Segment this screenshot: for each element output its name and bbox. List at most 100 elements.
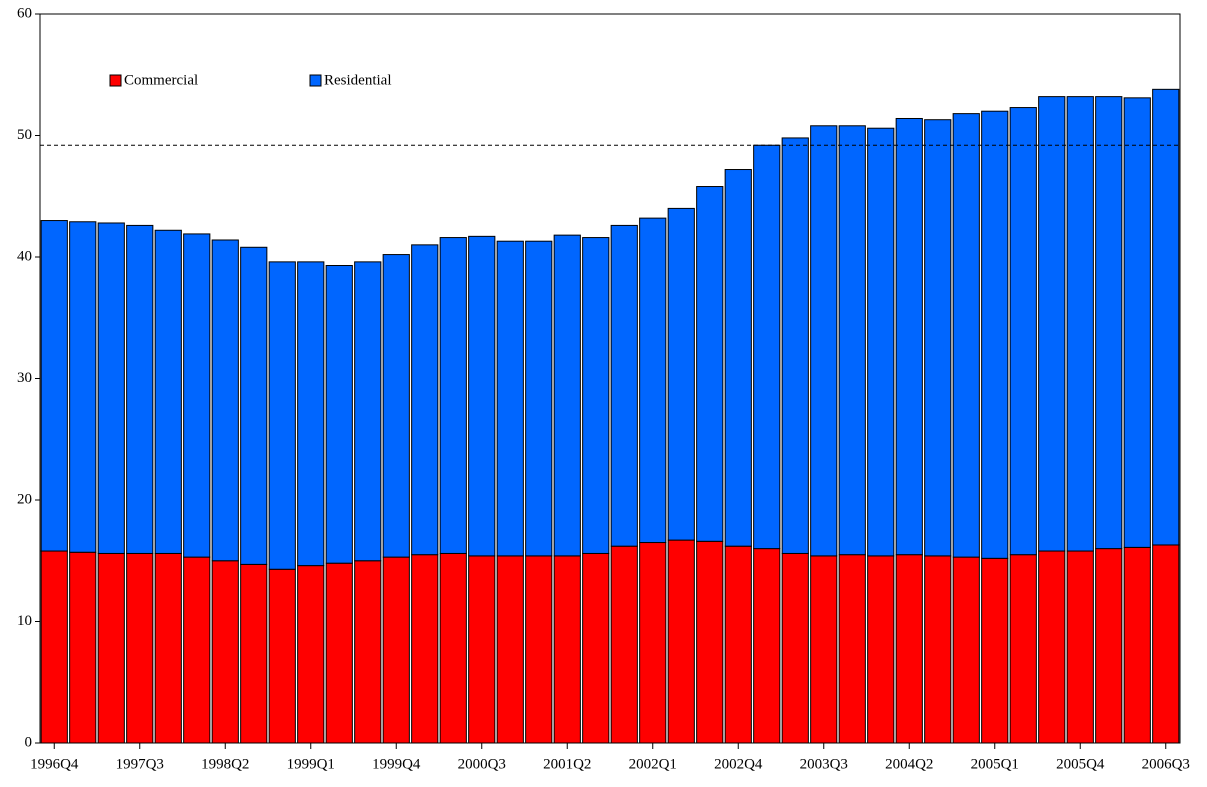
bar-segment bbox=[981, 557, 1009, 744]
legend-swatch bbox=[109, 74, 122, 87]
bar-segment bbox=[895, 117, 923, 556]
bar-segment bbox=[154, 229, 182, 554]
bar-segment bbox=[382, 556, 410, 744]
bar-segment bbox=[525, 240, 553, 557]
bar-segment bbox=[183, 233, 211, 558]
bar-segment bbox=[496, 240, 524, 557]
bar-segment bbox=[439, 552, 467, 744]
bar-segment bbox=[382, 254, 410, 558]
bar-segment bbox=[468, 235, 496, 557]
bar-segment bbox=[1066, 550, 1094, 744]
bar-segment bbox=[696, 540, 724, 744]
bar-segment bbox=[781, 137, 809, 554]
bar-segment bbox=[126, 224, 154, 554]
x-tick-label: 1998Q2 bbox=[201, 756, 249, 772]
bar-segment bbox=[582, 552, 610, 744]
bar-segment bbox=[724, 545, 752, 744]
bar-segment bbox=[952, 113, 980, 558]
bar-segment bbox=[553, 234, 581, 557]
bar-segment bbox=[1038, 96, 1066, 552]
bar-segment bbox=[268, 568, 296, 744]
bar-segment bbox=[810, 555, 838, 744]
x-tick-label: 1999Q1 bbox=[287, 756, 335, 772]
y-tick-label: 50 bbox=[17, 127, 32, 143]
bar-segment bbox=[753, 144, 781, 550]
bar-segment bbox=[240, 563, 268, 744]
x-tick-label: 2003Q3 bbox=[800, 756, 848, 772]
bar-segment bbox=[354, 560, 382, 744]
bar-segment bbox=[867, 127, 895, 557]
bar-segment bbox=[895, 554, 923, 744]
y-tick-label: 0 bbox=[25, 734, 33, 750]
x-tick-label: 2004Q2 bbox=[885, 756, 933, 772]
bar-segment bbox=[838, 125, 866, 556]
x-tick-label: 2005Q1 bbox=[971, 756, 1019, 772]
bar-segment bbox=[1095, 548, 1123, 744]
bar-segment bbox=[753, 548, 781, 744]
x-tick-label: 2002Q1 bbox=[629, 756, 677, 772]
bar-segment bbox=[1152, 544, 1180, 744]
bar-segment bbox=[1123, 546, 1151, 744]
bar-segment bbox=[1066, 96, 1094, 552]
bar-segment bbox=[154, 552, 182, 744]
bar-segment bbox=[582, 237, 610, 554]
y-tick-label: 60 bbox=[17, 5, 32, 21]
x-tick-label: 2006Q3 bbox=[1142, 756, 1190, 772]
bar-segment bbox=[867, 555, 895, 744]
bar-segment bbox=[724, 169, 752, 547]
bar-segment bbox=[325, 265, 353, 564]
bar-segment bbox=[696, 186, 724, 542]
y-tick-label: 30 bbox=[17, 370, 32, 386]
bar-segment bbox=[211, 560, 239, 744]
bar-segment bbox=[69, 221, 97, 553]
bar-segment bbox=[639, 217, 667, 544]
bar-segment bbox=[1009, 554, 1037, 744]
x-tick-label: 1997Q3 bbox=[116, 756, 164, 772]
bar-segment bbox=[496, 555, 524, 744]
x-tick-label: 1999Q4 bbox=[372, 756, 421, 772]
bar-segment bbox=[97, 222, 125, 554]
bar-segment bbox=[639, 542, 667, 744]
y-tick-label: 10 bbox=[17, 613, 32, 629]
bar-segment bbox=[781, 552, 809, 744]
bar-segment bbox=[667, 539, 695, 744]
bar-segment bbox=[411, 244, 439, 556]
bar-segment bbox=[924, 555, 952, 744]
bar-segment bbox=[1095, 96, 1123, 550]
bar-segment bbox=[325, 562, 353, 744]
x-tick-label: 2002Q4 bbox=[714, 756, 763, 772]
bar-segment bbox=[610, 545, 638, 744]
x-tick-label: 2005Q4 bbox=[1056, 756, 1105, 772]
bar-segment bbox=[1038, 550, 1066, 744]
bar-segment bbox=[40, 550, 68, 744]
legend-label: Commercial bbox=[124, 72, 198, 88]
x-tick-label: 2001Q2 bbox=[543, 756, 591, 772]
bar-segment bbox=[468, 555, 496, 744]
bar-segment bbox=[69, 551, 97, 744]
bar-segment bbox=[40, 220, 68, 552]
plot-frame bbox=[39, 13, 1181, 744]
bar-segment bbox=[810, 125, 838, 557]
bar-segment bbox=[439, 237, 467, 554]
bar-segment bbox=[126, 552, 154, 744]
x-tick-label: 2000Q3 bbox=[458, 756, 506, 772]
x-tick-label: 1996Q4 bbox=[30, 756, 79, 772]
bar-segment bbox=[268, 261, 296, 570]
bar-segment bbox=[354, 261, 382, 562]
y-tick-label: 20 bbox=[17, 491, 32, 507]
bar-segment bbox=[97, 552, 125, 744]
bar-segment bbox=[240, 246, 268, 565]
bar-segment bbox=[1123, 97, 1151, 548]
bar-segment bbox=[1152, 88, 1180, 546]
bar-segment bbox=[183, 556, 211, 744]
bar-segment bbox=[1009, 107, 1037, 556]
bar-segment bbox=[553, 555, 581, 744]
bar-segment bbox=[525, 555, 553, 744]
bar-segment bbox=[924, 119, 952, 557]
bar-segment bbox=[297, 565, 325, 744]
bar-segment bbox=[211, 239, 239, 562]
bar-segment bbox=[297, 261, 325, 567]
bar-segment bbox=[667, 207, 695, 541]
bar-segment bbox=[838, 554, 866, 744]
